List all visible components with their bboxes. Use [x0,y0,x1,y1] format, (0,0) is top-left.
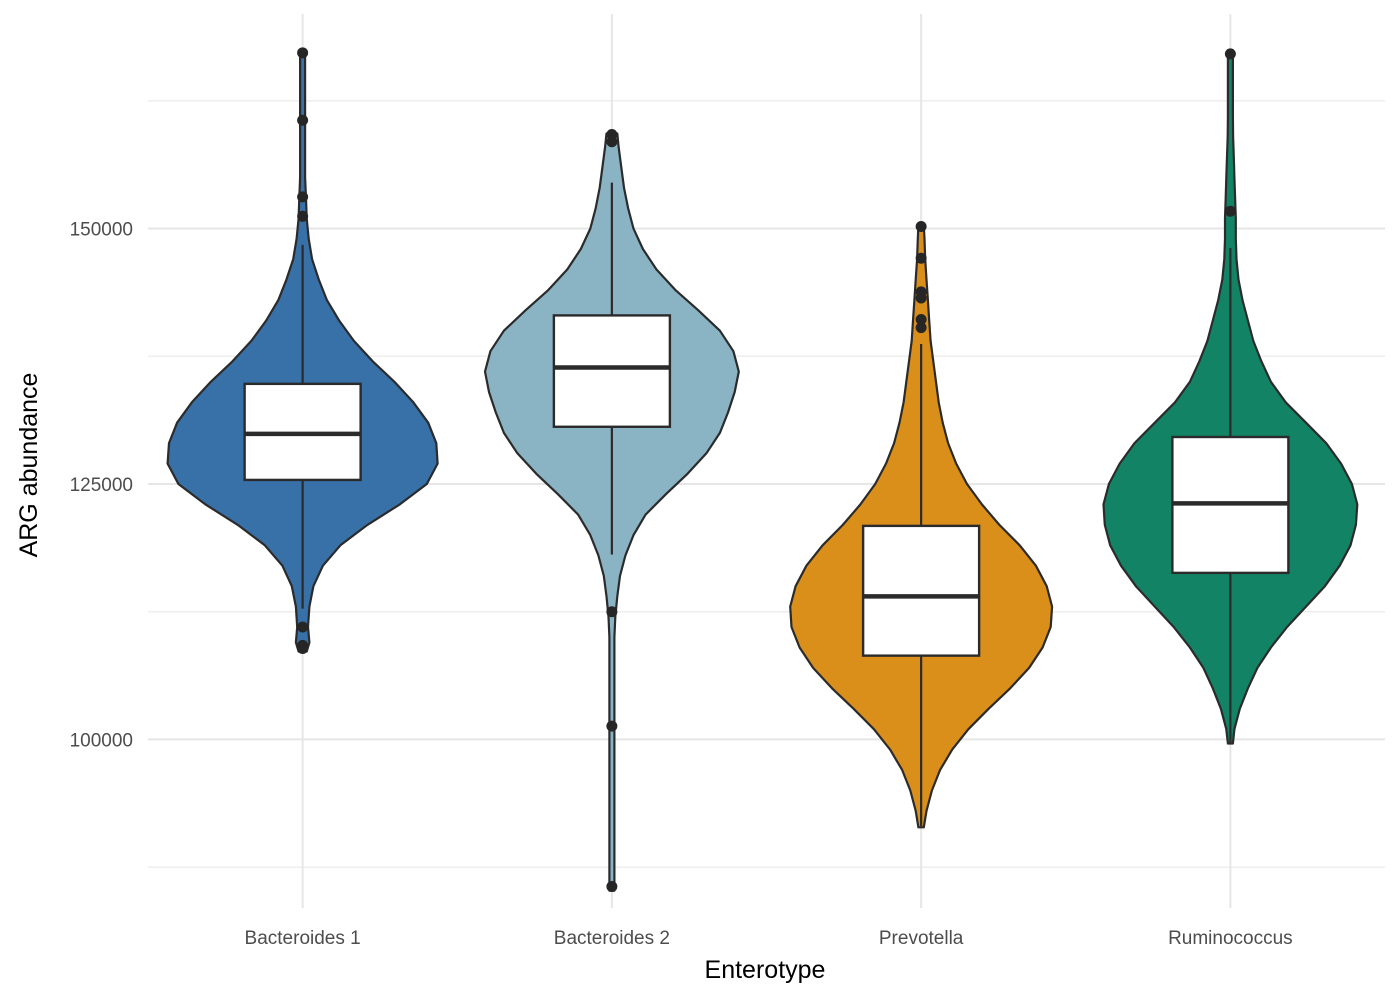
box-iqr [861,524,981,657]
violin-group [166,47,439,654]
x-tick-label: Bacteroides 1 [245,928,361,949]
outlier-point [915,292,927,304]
outlier-point [1224,205,1236,217]
outlier-point [915,313,927,325]
outlier-point [297,621,309,633]
y-tick-label: 150000 [70,220,133,241]
x-tick-label: Ruminococcus [1168,928,1293,949]
violin-group [483,129,740,893]
outlier-point [915,322,927,334]
outlier-point [606,881,618,893]
y-axis-title: ARG abundance [15,373,43,558]
outlier-point [915,252,927,264]
outlier-point [606,606,618,618]
outlier-point [297,642,309,654]
y-axis-ticks: 100000 125000 150000 [70,220,133,752]
outlier-point [297,114,309,126]
outlier-point [297,191,309,203]
x-tick-label: Bacteroides 2 [554,928,670,949]
y-tick-label: 100000 [70,730,133,751]
y-tick-label: 125000 [70,475,133,496]
outlier-point [1224,48,1236,60]
outlier-point [297,210,309,222]
x-axis-title: Enterotype [705,956,826,984]
violin-group [1102,48,1359,745]
outlier-point [606,136,618,148]
violin-group [789,221,1054,829]
outlier-point [606,720,618,732]
box-iqr [552,314,672,428]
x-axis-ticks: Bacteroides 1 Bacteroides 2 Prevotella Rumi… [245,928,1293,949]
outlier-point [297,47,309,59]
violins-layer [166,47,1359,893]
x-tick-label: Prevotella [879,928,964,949]
outlier-point [915,221,927,233]
